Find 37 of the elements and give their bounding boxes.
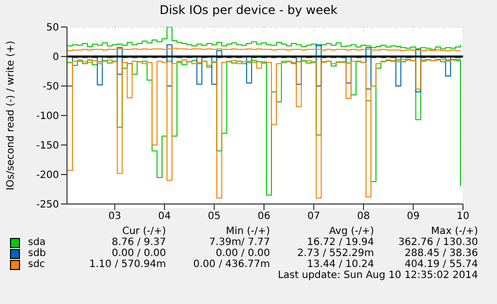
text: 13.44 / 10.24 — [306, 259, 374, 270]
text: 1.10 / 570.94m — [88, 259, 166, 270]
text: Max (-/+) — [430, 226, 478, 237]
text: 404.19 / 55.74 — [404, 259, 478, 270]
text: Last update: Sun Aug 10 12:35:02 2014 — [276, 270, 478, 281]
y-tick-label: -150 — [36, 140, 59, 152]
text: 0.00 / 0.00 — [110, 248, 166, 259]
text: 0.00 / 0.00 — [214, 248, 270, 259]
text: 7.39m/ 7.77 — [208, 237, 270, 248]
chart-title: Disk IOs per device - by week — [158, 2, 338, 19]
text: 362.76 / 130.30 — [397, 237, 478, 248]
legend-label: sdb — [27, 248, 47, 259]
legend-label: sda — [27, 237, 47, 248]
x-tick-label: 07 — [307, 211, 320, 222]
legend-label: sdc — [27, 259, 46, 270]
text: 0.00 / 436.77m — [192, 259, 270, 270]
y-tick-label: -250 — [36, 200, 59, 211]
y-tick-label: -100 — [36, 111, 59, 122]
text: 8.76 / 9.37 — [110, 237, 166, 248]
x-tick-label: 04 — [158, 211, 171, 222]
text: 16.72 / 19.94 — [306, 237, 374, 248]
text: 2.73 / 552.29m — [296, 248, 374, 259]
x-tick-label: 09 — [406, 211, 420, 222]
x-tick-label: 10 — [456, 211, 470, 222]
text: Min (-/+) — [224, 226, 270, 237]
x-tick-label: 05 — [208, 211, 221, 222]
y-tick-label: -200 — [36, 170, 59, 182]
y-tick-label: 0 — [52, 52, 59, 64]
x-tick-label: 08 — [357, 211, 370, 222]
x-tick-label: 06 — [258, 211, 270, 222]
text: Cur (-/+) — [121, 226, 166, 237]
y-axis-title: IOs/second read (-) / write (+) — [6, 40, 17, 190]
y-tick-label: 50 — [46, 22, 59, 34]
text: 288.45 / 38.36 — [404, 248, 478, 259]
x-tick-label: 03 — [108, 211, 122, 222]
text: Avg (-/+) — [328, 226, 374, 237]
y-tick-label: -50 — [42, 82, 59, 93]
